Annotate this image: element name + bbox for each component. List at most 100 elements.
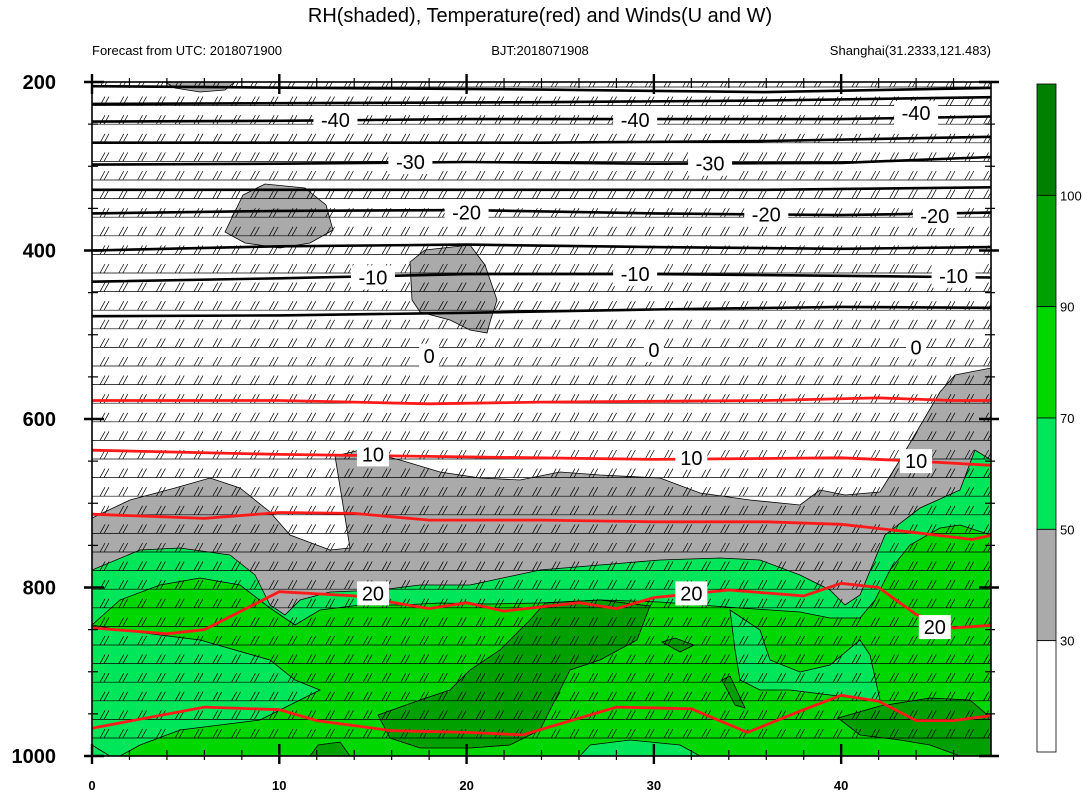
barb-tick [329, 617, 335, 627]
barb-tick [178, 375, 185, 385]
barb-tick [272, 338, 279, 348]
barb-tick [814, 96, 820, 106]
temperature-label: 10 [362, 444, 384, 466]
barb-tick [235, 468, 241, 478]
barb-tick [536, 152, 542, 162]
barb-tick [607, 152, 613, 162]
barb-tick [757, 710, 764, 720]
barb-tick [851, 728, 858, 739]
barb-tick [438, 487, 444, 497]
barb-tick [667, 170, 674, 181]
barb-tick [532, 598, 538, 608]
barb-tick [193, 728, 200, 739]
barb-tick [254, 524, 260, 534]
barb-tick [216, 170, 223, 181]
barb-tick [964, 580, 971, 590]
barb-tick [1025, 134, 1030, 143]
barb-tick [250, 282, 256, 292]
barb-tick [926, 710, 933, 720]
barb-tick [174, 524, 181, 534]
barb-tick [949, 449, 956, 460]
barb-tick [667, 226, 674, 236]
barb-tick [99, 561, 106, 571]
barb-tick [1002, 97, 1007, 106]
barb-tick [475, 282, 482, 292]
barb-tick [513, 208, 519, 218]
barb-tick [569, 356, 576, 367]
barb-tick [1006, 283, 1011, 292]
barb-tick [889, 580, 895, 590]
barb-tick [705, 673, 711, 683]
barb-tick [889, 673, 895, 683]
barb-tick [325, 375, 331, 385]
barb-tick [231, 282, 237, 292]
barb-tick [400, 338, 407, 348]
barb-tick [174, 338, 181, 348]
barb-tick [197, 412, 204, 422]
barb-tick [118, 635, 125, 646]
barb-tick [235, 487, 241, 497]
x-tick-label: 0 [88, 778, 95, 793]
barb-tick [588, 431, 595, 441]
barb-tick [344, 617, 350, 627]
barb-tick [630, 226, 636, 236]
barb-tick [197, 542, 204, 553]
barb-tick [197, 431, 204, 441]
barb-tick [738, 598, 745, 608]
barb-tick [569, 728, 576, 739]
barb-tick [569, 301, 576, 311]
barb-tick [780, 728, 787, 739]
barb-tick [137, 654, 143, 664]
barb-tick [663, 728, 670, 739]
barb-tick [532, 710, 538, 720]
barb-tick [550, 282, 557, 292]
barb-tick [818, 710, 824, 720]
barb-tick [682, 617, 689, 627]
barb-tick [663, 524, 670, 534]
barb-tick [254, 319, 260, 329]
barb-tick [870, 468, 877, 478]
barb-tick [494, 412, 501, 422]
barb-tick [423, 96, 429, 106]
barb-tick [178, 226, 185, 236]
barb-tick [99, 673, 106, 683]
barb-tick [99, 728, 106, 739]
barb-tick [193, 115, 200, 125]
barb-tick [607, 487, 613, 497]
subtitle-center: BJT:2018071908 [491, 43, 589, 58]
barb-tick [193, 263, 200, 274]
barb-tick [761, 338, 768, 348]
barb-tick [554, 431, 561, 441]
barb-tick [479, 542, 486, 553]
barb-tick [908, 561, 914, 571]
barb-tick [494, 524, 501, 534]
barb-tick [329, 226, 335, 236]
barb-tick [216, 468, 223, 478]
barb-tick [438, 691, 444, 701]
barb-tick [479, 524, 486, 534]
barb-tick [329, 338, 335, 348]
barb-tick [889, 635, 895, 646]
barb-tick [216, 449, 223, 460]
barb-tick [1021, 580, 1026, 589]
barb-tick [814, 710, 820, 720]
barb-tick [626, 728, 632, 739]
barb-tick [174, 617, 181, 627]
barb-tick [701, 654, 707, 664]
barb-tick [908, 282, 914, 292]
barb-tick [663, 170, 670, 181]
barb-tick [118, 226, 125, 236]
barb-tick [118, 282, 125, 292]
barb-tick [362, 133, 369, 143]
barb-tick [475, 487, 482, 497]
barb-tick [1021, 357, 1026, 366]
barb-tick [475, 710, 482, 720]
barb-tick [174, 263, 181, 274]
barb-tick [814, 282, 820, 292]
barb-tick [832, 561, 839, 571]
barb-tick [216, 598, 223, 608]
barb-tick [1025, 543, 1030, 552]
barb-tick [174, 375, 181, 385]
barb-tick [287, 226, 294, 236]
barb-tick [456, 170, 463, 181]
